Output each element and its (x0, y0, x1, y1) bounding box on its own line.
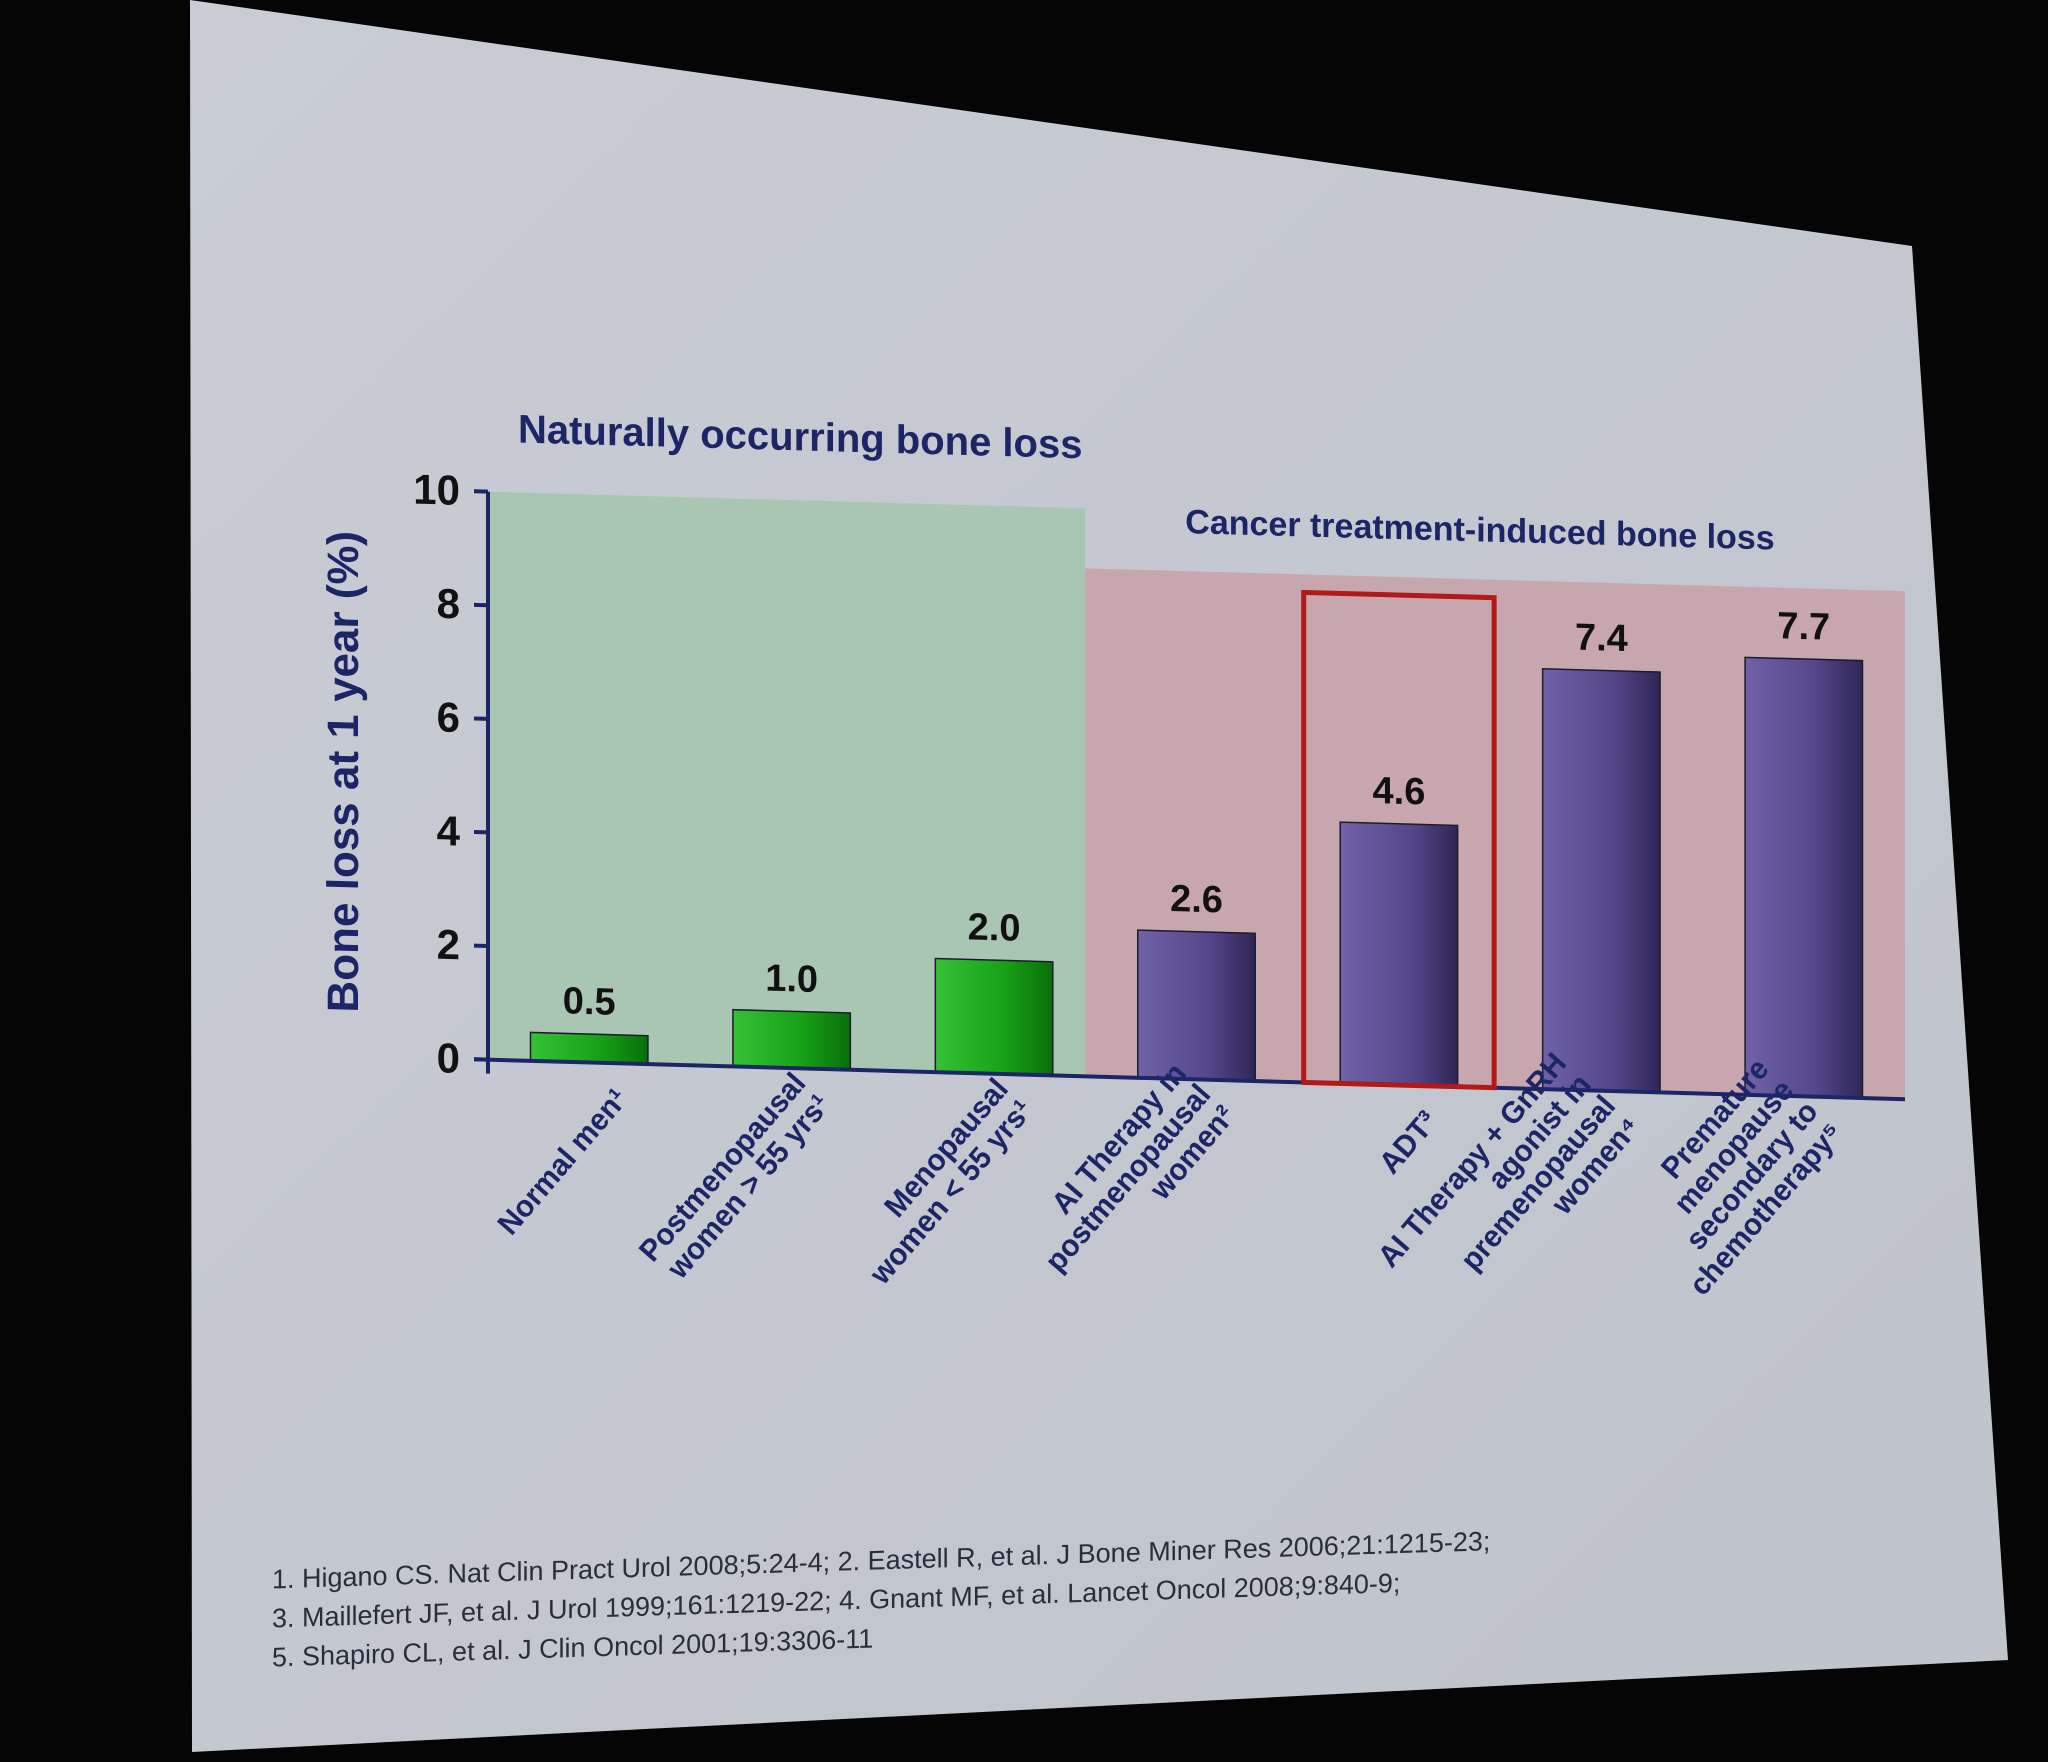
y-tick-label: 4 (437, 807, 461, 855)
value-labels: 0.5 1.0 2.0 2.6 4.6 7.4 7.7 (563, 605, 1830, 1024)
bar (732, 1008, 852, 1071)
bar-value-label: 7.4 (1575, 617, 1628, 660)
bar-value-label: 0.5 (563, 980, 616, 1023)
y-tick-label: 10 (413, 466, 460, 514)
bar-value-label: 2.6 (1170, 878, 1223, 921)
bars (529, 656, 1864, 1099)
x-axis-line (474, 1057, 1905, 1102)
y-tick-label: 8 (437, 580, 460, 628)
natural-region-background (488, 491, 1086, 1077)
adt-highlight-box (1301, 589, 1497, 1091)
y-axis-label: Bone loss at 1 year (%) (319, 530, 368, 1013)
bar-value-label: 7.7 (1777, 605, 1830, 648)
bar (1137, 929, 1256, 1082)
bar (1339, 821, 1459, 1088)
bar-value-label: 4.6 (1373, 770, 1426, 813)
y-tick-label: 0 (437, 1034, 460, 1082)
y-tick-label: 6 (437, 693, 460, 741)
bar-value-label: 1.0 (765, 958, 818, 1001)
bar (934, 957, 1054, 1077)
bar (1541, 667, 1661, 1094)
bar-value-label: 2.0 (968, 906, 1021, 949)
bar (1744, 656, 1864, 1099)
y-axis-ticks: 0 2 4 6 8 10 (413, 466, 488, 1082)
y-tick-label: 2 (437, 921, 460, 969)
